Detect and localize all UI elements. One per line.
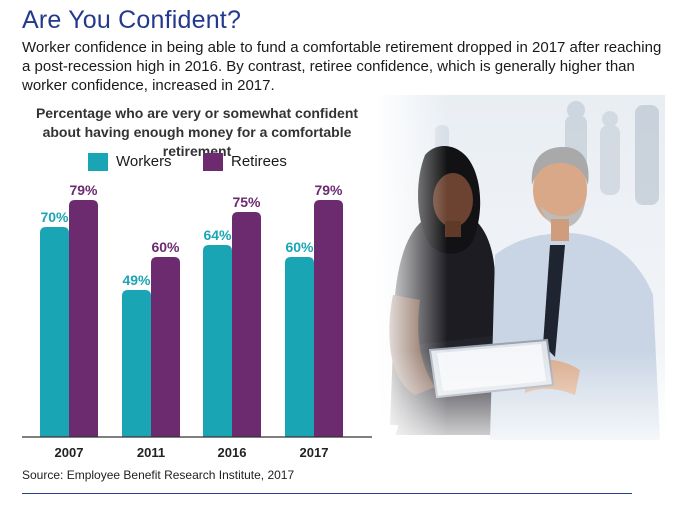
data-label-retirees-2011: 60% bbox=[151, 239, 180, 255]
x-tick-label-2016: 2016 bbox=[218, 445, 247, 460]
bar-retirees-2017 bbox=[314, 200, 343, 437]
bar-workers-2017 bbox=[285, 257, 314, 437]
business-people-photo bbox=[375, 95, 665, 460]
bar-chart: 70%79%49%60%64%75%60%79% 2007 2011 2016 201… bbox=[22, 182, 372, 460]
x-axis-ticks: 2007 2011 2016 2017 bbox=[55, 445, 329, 460]
footer-divider bbox=[22, 493, 632, 494]
bar-workers-2007 bbox=[40, 227, 69, 437]
bar-workers-2016 bbox=[203, 245, 232, 437]
bar-retirees-2016 bbox=[232, 212, 261, 437]
data-label-retirees-2016: 75% bbox=[232, 194, 261, 210]
intro-paragraph: Worker confidence in being able to fund … bbox=[22, 39, 662, 94]
x-tick-label-2017: 2017 bbox=[300, 445, 329, 460]
bar-retirees-2011 bbox=[151, 257, 180, 437]
data-label-retirees-2007: 79% bbox=[69, 182, 98, 198]
x-tick-label-2007: 2007 bbox=[55, 445, 84, 460]
source-note: Source: Employee Benefit Research Instit… bbox=[22, 468, 295, 482]
data-label-workers-2007: 70% bbox=[40, 209, 69, 225]
x-tick-label-2011: 2011 bbox=[137, 445, 165, 460]
page-title: Are You Confident? bbox=[22, 6, 242, 34]
legend-swatch-retirees bbox=[203, 153, 223, 171]
data-label-workers-2017: 60% bbox=[285, 239, 314, 255]
bar-group: 70%79%49%60%64%75%60%79% bbox=[40, 182, 343, 437]
data-label-workers-2011: 49% bbox=[122, 272, 151, 288]
legend-label-retirees: Retirees bbox=[231, 153, 287, 170]
legend-swatch-workers bbox=[88, 153, 108, 171]
bar-retirees-2007 bbox=[69, 200, 98, 437]
bar-workers-2011 bbox=[122, 290, 151, 437]
data-label-workers-2016: 64% bbox=[203, 227, 232, 243]
data-label-retirees-2017: 79% bbox=[314, 182, 343, 198]
legend-label-workers: Workers bbox=[116, 153, 172, 170]
